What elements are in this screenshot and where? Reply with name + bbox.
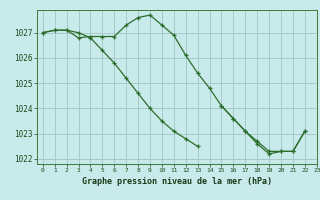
X-axis label: Graphe pression niveau de la mer (hPa): Graphe pression niveau de la mer (hPa) <box>82 177 272 186</box>
